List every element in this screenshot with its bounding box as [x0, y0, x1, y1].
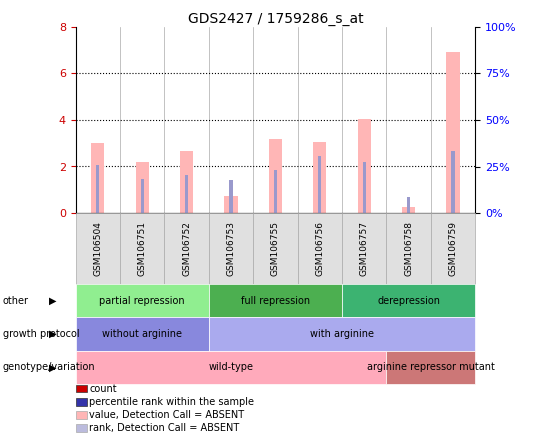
Bar — [357, 119, 371, 213]
Text: without arginine: without arginine — [102, 329, 182, 339]
Bar — [96, 165, 99, 213]
Text: ▶: ▶ — [49, 329, 56, 339]
Bar — [140, 179, 144, 213]
Bar — [269, 139, 282, 213]
Text: GSM106751: GSM106751 — [138, 221, 147, 276]
Bar — [91, 143, 104, 213]
Text: growth protocol: growth protocol — [3, 329, 79, 339]
Bar — [318, 156, 321, 213]
Text: genotype/variation: genotype/variation — [3, 362, 96, 373]
Title: GDS2427 / 1759286_s_at: GDS2427 / 1759286_s_at — [187, 12, 363, 26]
Bar — [224, 196, 238, 213]
Text: arginine repressor mutant: arginine repressor mutant — [367, 362, 495, 373]
Text: other: other — [3, 296, 29, 306]
Text: percentile rank within the sample: percentile rank within the sample — [89, 397, 254, 407]
Text: ▶: ▶ — [49, 362, 56, 373]
Text: GSM106759: GSM106759 — [449, 221, 457, 276]
Text: GSM106756: GSM106756 — [315, 221, 325, 276]
Bar — [447, 52, 460, 213]
Text: GSM106755: GSM106755 — [271, 221, 280, 276]
Text: GSM106504: GSM106504 — [93, 221, 102, 276]
Bar — [313, 142, 327, 213]
Text: full repression: full repression — [241, 296, 310, 306]
Bar — [230, 181, 233, 213]
Text: partial repression: partial repression — [99, 296, 185, 306]
Text: rank, Detection Call = ABSENT: rank, Detection Call = ABSENT — [89, 424, 239, 433]
Text: GSM106757: GSM106757 — [360, 221, 369, 276]
Bar — [136, 162, 149, 213]
Text: GSM106752: GSM106752 — [182, 221, 191, 276]
Bar — [180, 151, 193, 213]
Bar — [451, 151, 455, 213]
Text: ▶: ▶ — [49, 296, 56, 306]
Bar — [407, 197, 410, 213]
Text: derepression: derepression — [377, 296, 440, 306]
Bar — [185, 174, 188, 213]
Bar — [402, 207, 415, 213]
Text: value, Detection Call = ABSENT: value, Detection Call = ABSENT — [89, 410, 244, 420]
Bar — [363, 162, 366, 213]
Bar — [274, 170, 277, 213]
Text: with arginine: with arginine — [310, 329, 374, 339]
Text: GSM106758: GSM106758 — [404, 221, 413, 276]
Text: wild-type: wild-type — [208, 362, 253, 373]
Text: GSM106753: GSM106753 — [226, 221, 235, 276]
Text: count: count — [89, 384, 117, 393]
